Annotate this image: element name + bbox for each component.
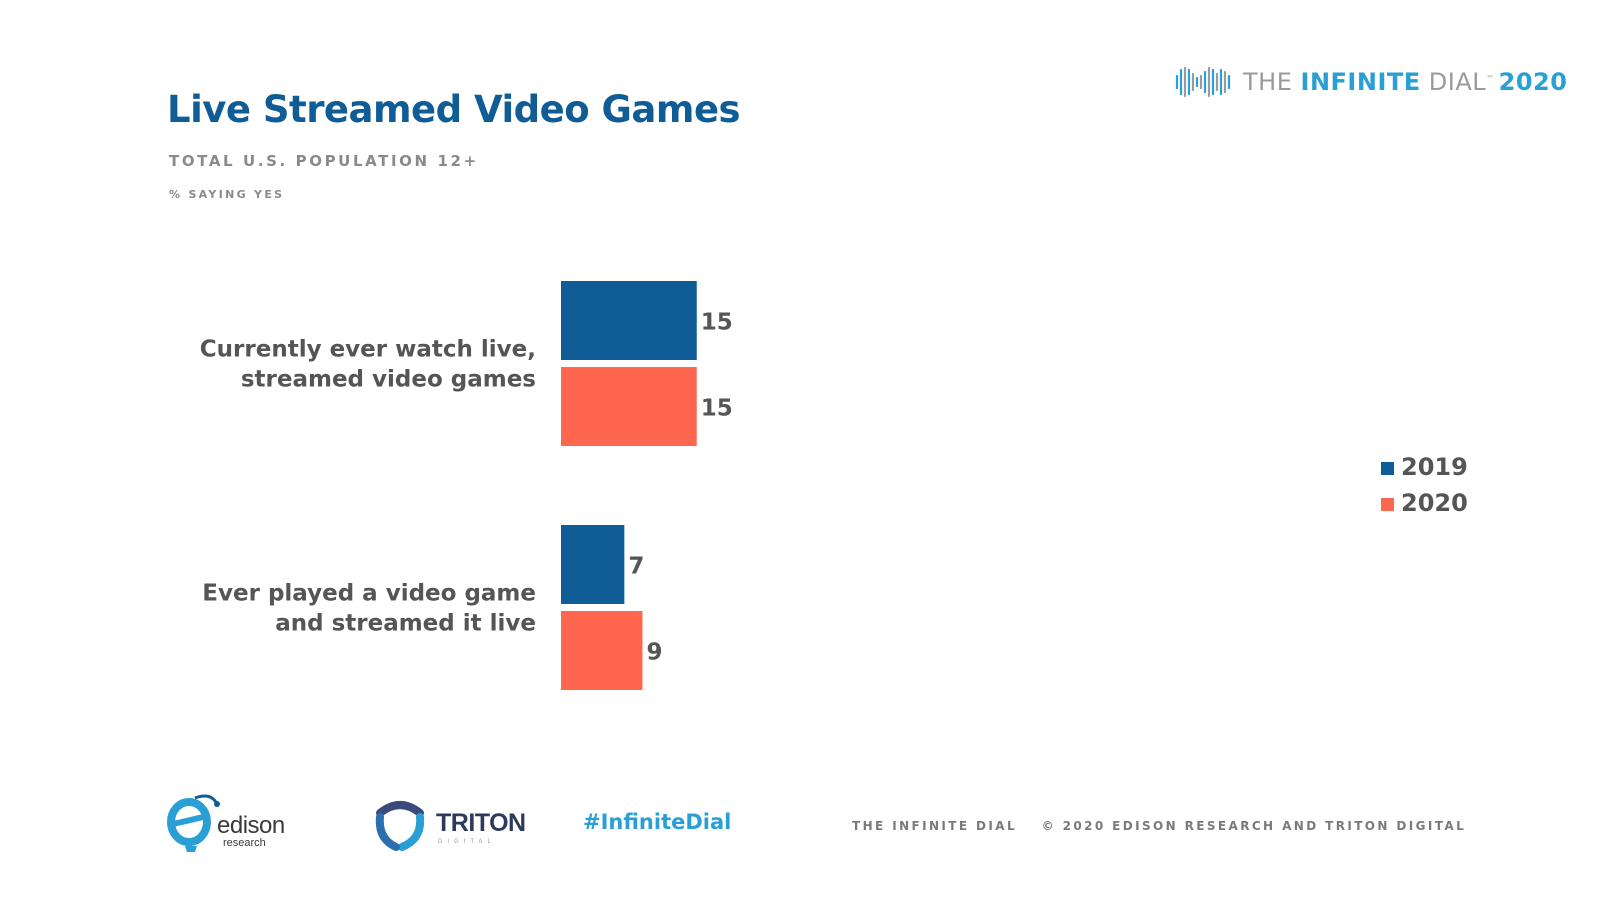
data-label: 7 bbox=[628, 554, 644, 580]
triton-subtext: DIGITAL bbox=[438, 839, 496, 845]
edison-research-logo: edison research bbox=[167, 794, 307, 854]
category-label: and streamed it live bbox=[275, 611, 536, 637]
infinite-dial-logo: THE INFINITE DIAL™ 2020 bbox=[1173, 64, 1567, 100]
brand-wordmark: THE INFINITE DIAL™ 2020 bbox=[1243, 68, 1567, 96]
legend-swatch-2019 bbox=[1381, 462, 1394, 475]
bar-2019-0 bbox=[561, 281, 697, 360]
bar-2020-1 bbox=[561, 611, 643, 690]
infinity-wave-icon bbox=[1175, 66, 1231, 98]
triton-wordmark: TRITON bbox=[436, 809, 526, 837]
legend-label: 2019 bbox=[1401, 453, 1468, 481]
category-label: Currently ever watch live, bbox=[200, 337, 536, 363]
brand-year: 2020 bbox=[1498, 68, 1568, 96]
brand-the: THE bbox=[1243, 68, 1293, 96]
bar-2020-0 bbox=[561, 367, 697, 446]
brand-infinite: INFINITE bbox=[1300, 68, 1421, 96]
data-label: 15 bbox=[701, 310, 733, 336]
footer-left-text: THE INFINITE DIAL bbox=[852, 819, 1018, 833]
edison-subtext: research bbox=[223, 837, 266, 849]
chart-subtitle: TOTAL U.S. POPULATION 12+ bbox=[169, 152, 479, 170]
category-label: Ever played a video game bbox=[202, 581, 536, 607]
triton-ring-icon bbox=[375, 801, 425, 851]
legend-swatch-2020 bbox=[1381, 498, 1394, 511]
bar-2019-1 bbox=[561, 525, 625, 604]
legend-label: 2020 bbox=[1401, 489, 1468, 517]
unit-note: % SAYING YES bbox=[169, 188, 285, 201]
edison-swoosh-icon bbox=[167, 794, 220, 852]
page-title: Live Streamed Video Games bbox=[167, 88, 741, 131]
triton-digital-logo: TRITON DIGITAL bbox=[372, 795, 532, 855]
data-label: 15 bbox=[701, 396, 733, 422]
category-label: streamed video games bbox=[241, 367, 536, 393]
footer-right-text: © 2020 EDISON RESEARCH AND TRITON DIGITA… bbox=[1041, 819, 1467, 833]
brand-dial: DIAL bbox=[1428, 68, 1487, 96]
edison-wordmark: edison bbox=[217, 812, 285, 839]
data-label: 9 bbox=[646, 640, 662, 666]
footer-copyright: THE INFINITE DIAL © 2020 EDISON RESEARCH… bbox=[852, 819, 1466, 833]
brand-trademark: ™ bbox=[1486, 74, 1495, 83]
hashtag-link[interactable]: #InfiniteDial bbox=[583, 810, 732, 834]
